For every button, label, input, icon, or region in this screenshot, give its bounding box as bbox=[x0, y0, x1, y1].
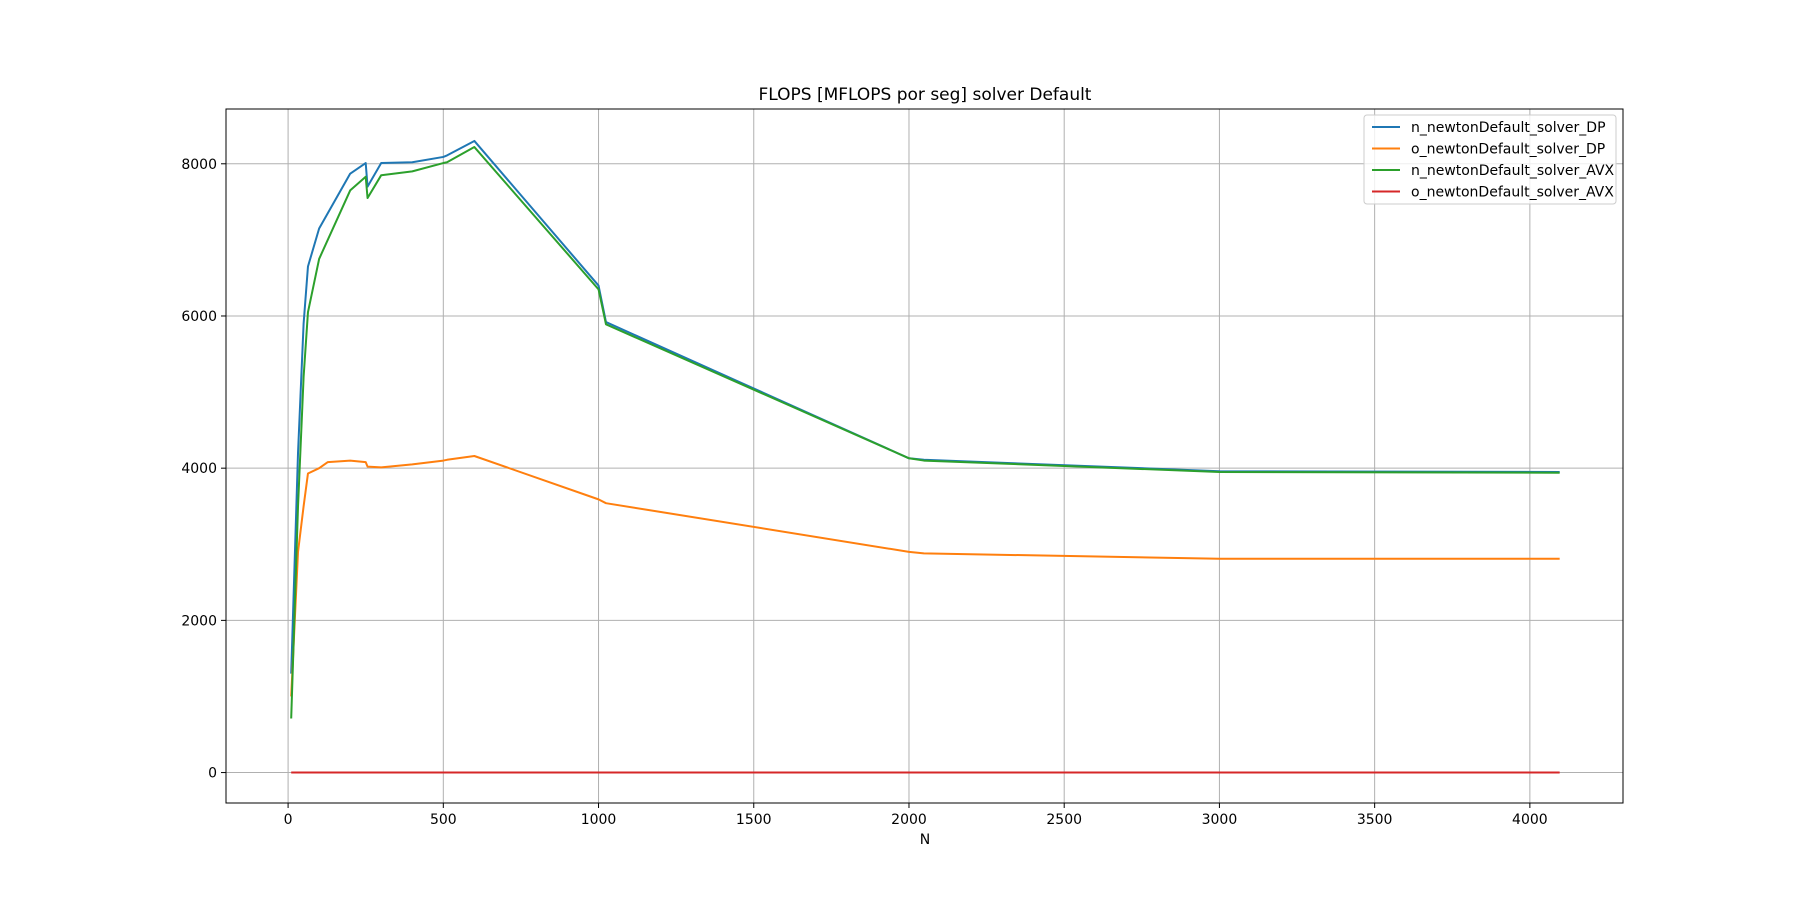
x-tick-label: 2000 bbox=[891, 812, 927, 828]
y-tick-label: 2000 bbox=[181, 613, 217, 629]
chart-title: FLOPS [MFLOPS por seg] solver Default bbox=[759, 85, 1092, 105]
legend: n_newtonDefault_solver_DP o_newtonDefault… bbox=[1363, 114, 1617, 205]
legend-label: o_newtonDefault_solver_AVX bbox=[1411, 185, 1614, 201]
x-tick-label: 3500 bbox=[1357, 812, 1393, 828]
legend-label: n_newtonDefault_solver_DP bbox=[1411, 120, 1606, 136]
series-lines bbox=[290, 139, 1560, 774]
legend-box bbox=[1363, 114, 1617, 205]
x-tick-label: 1500 bbox=[736, 812, 772, 828]
plot-frame bbox=[225, 108, 1624, 804]
grid-lines bbox=[226, 109, 1623, 803]
x-tick-label: 500 bbox=[430, 812, 457, 828]
y-tick-label: 4000 bbox=[181, 461, 217, 477]
x-tick-label: 4000 bbox=[1512, 812, 1548, 828]
series-line-n_newtonDefault_solver_AVX bbox=[290, 146, 1560, 719]
series-line-o_newtonDefault_solver_DP bbox=[290, 455, 1560, 697]
y-tick-label: 0 bbox=[208, 766, 217, 782]
axis-ticks: 0 500 1000 1500 2000 2500 3000 3500 4000 0 2000 400… bbox=[181, 157, 1547, 828]
x-tick-label: 3000 bbox=[1202, 812, 1238, 828]
y-tick-label: 6000 bbox=[181, 309, 217, 325]
x-tick-label: 0 bbox=[284, 812, 293, 828]
x-axis-label: N bbox=[920, 832, 930, 848]
legend-label: o_newtonDefault_solver_DP bbox=[1411, 142, 1605, 158]
series-line-n_newtonDefault_solver_DP bbox=[290, 139, 1560, 674]
x-tick-label: 2500 bbox=[1046, 812, 1082, 828]
y-tick-label: 8000 bbox=[181, 157, 217, 173]
legend-label: n_newtonDefault_solver_AVX bbox=[1411, 163, 1615, 179]
x-tick-label: 1000 bbox=[581, 812, 617, 828]
